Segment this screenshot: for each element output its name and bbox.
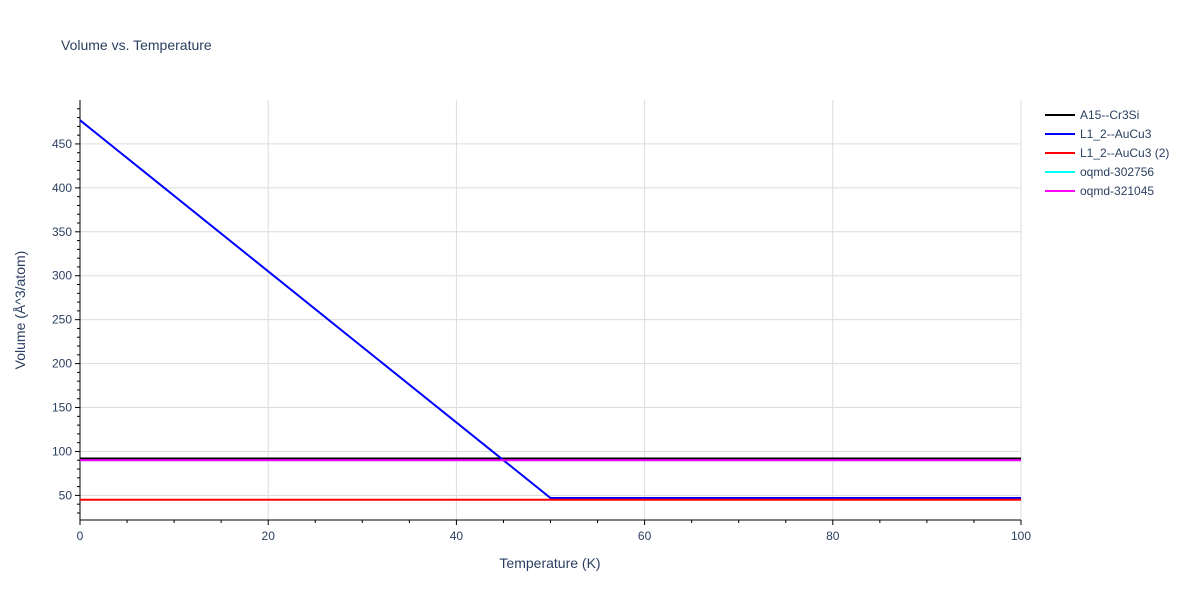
legend-label: L1_2--AuCu3 (2) <box>1080 146 1169 160</box>
x-tick-label: 20 <box>262 529 276 543</box>
y-tick-label: 350 <box>52 225 72 239</box>
legend-label: oqmd-302756 <box>1080 165 1154 179</box>
grid <box>80 100 1022 520</box>
y-tick-label: 250 <box>52 313 72 327</box>
x-tick-label: 60 <box>638 529 652 543</box>
legend-label: L1_2--AuCu3 <box>1080 127 1152 141</box>
y-axis-title: Volume (Å^3/atom) <box>12 251 28 370</box>
legend: A15--Cr3Si L1_2--AuCu3 L1_2--AuCu3 (2) oqmd… <box>1045 108 1169 198</box>
x-tick-label: 40 <box>450 529 464 543</box>
y-tick-label: 200 <box>52 357 72 371</box>
series-line-1 <box>79 119 1021 500</box>
x-tick-label: 80 <box>826 529 840 543</box>
axes: 0 20 40 60 80 100 50 100 150 200 250 300 350 400 450 <box>52 100 1031 543</box>
legend-item[interactable]: L1_2--AuCu3 <box>1045 127 1152 141</box>
y-tick-label: 400 <box>52 181 72 195</box>
legend-label: A15--Cr3Si <box>1080 108 1139 122</box>
legend-item[interactable]: L1_2--AuCu3 (2) <box>1045 146 1169 160</box>
y-tick-label: 150 <box>52 401 72 415</box>
x-tick-label: 0 <box>77 529 84 543</box>
series-lines <box>79 119 1021 501</box>
chart-title: Volume vs. Temperature <box>61 37 212 53</box>
legend-label: oqmd-321045 <box>1080 184 1154 198</box>
y-tick-label: 50 <box>59 488 73 502</box>
x-axis-title: Temperature (K) <box>499 555 600 571</box>
legend-item[interactable]: oqmd-302756 <box>1045 165 1154 179</box>
y-tick-label: 300 <box>52 269 72 283</box>
y-tick-label: 450 <box>52 137 72 151</box>
y-tick-label: 100 <box>52 444 72 458</box>
legend-item[interactable]: oqmd-321045 <box>1045 184 1154 198</box>
x-tick-label: 100 <box>1011 529 1031 543</box>
legend-item[interactable]: A15--Cr3Si <box>1045 108 1139 122</box>
